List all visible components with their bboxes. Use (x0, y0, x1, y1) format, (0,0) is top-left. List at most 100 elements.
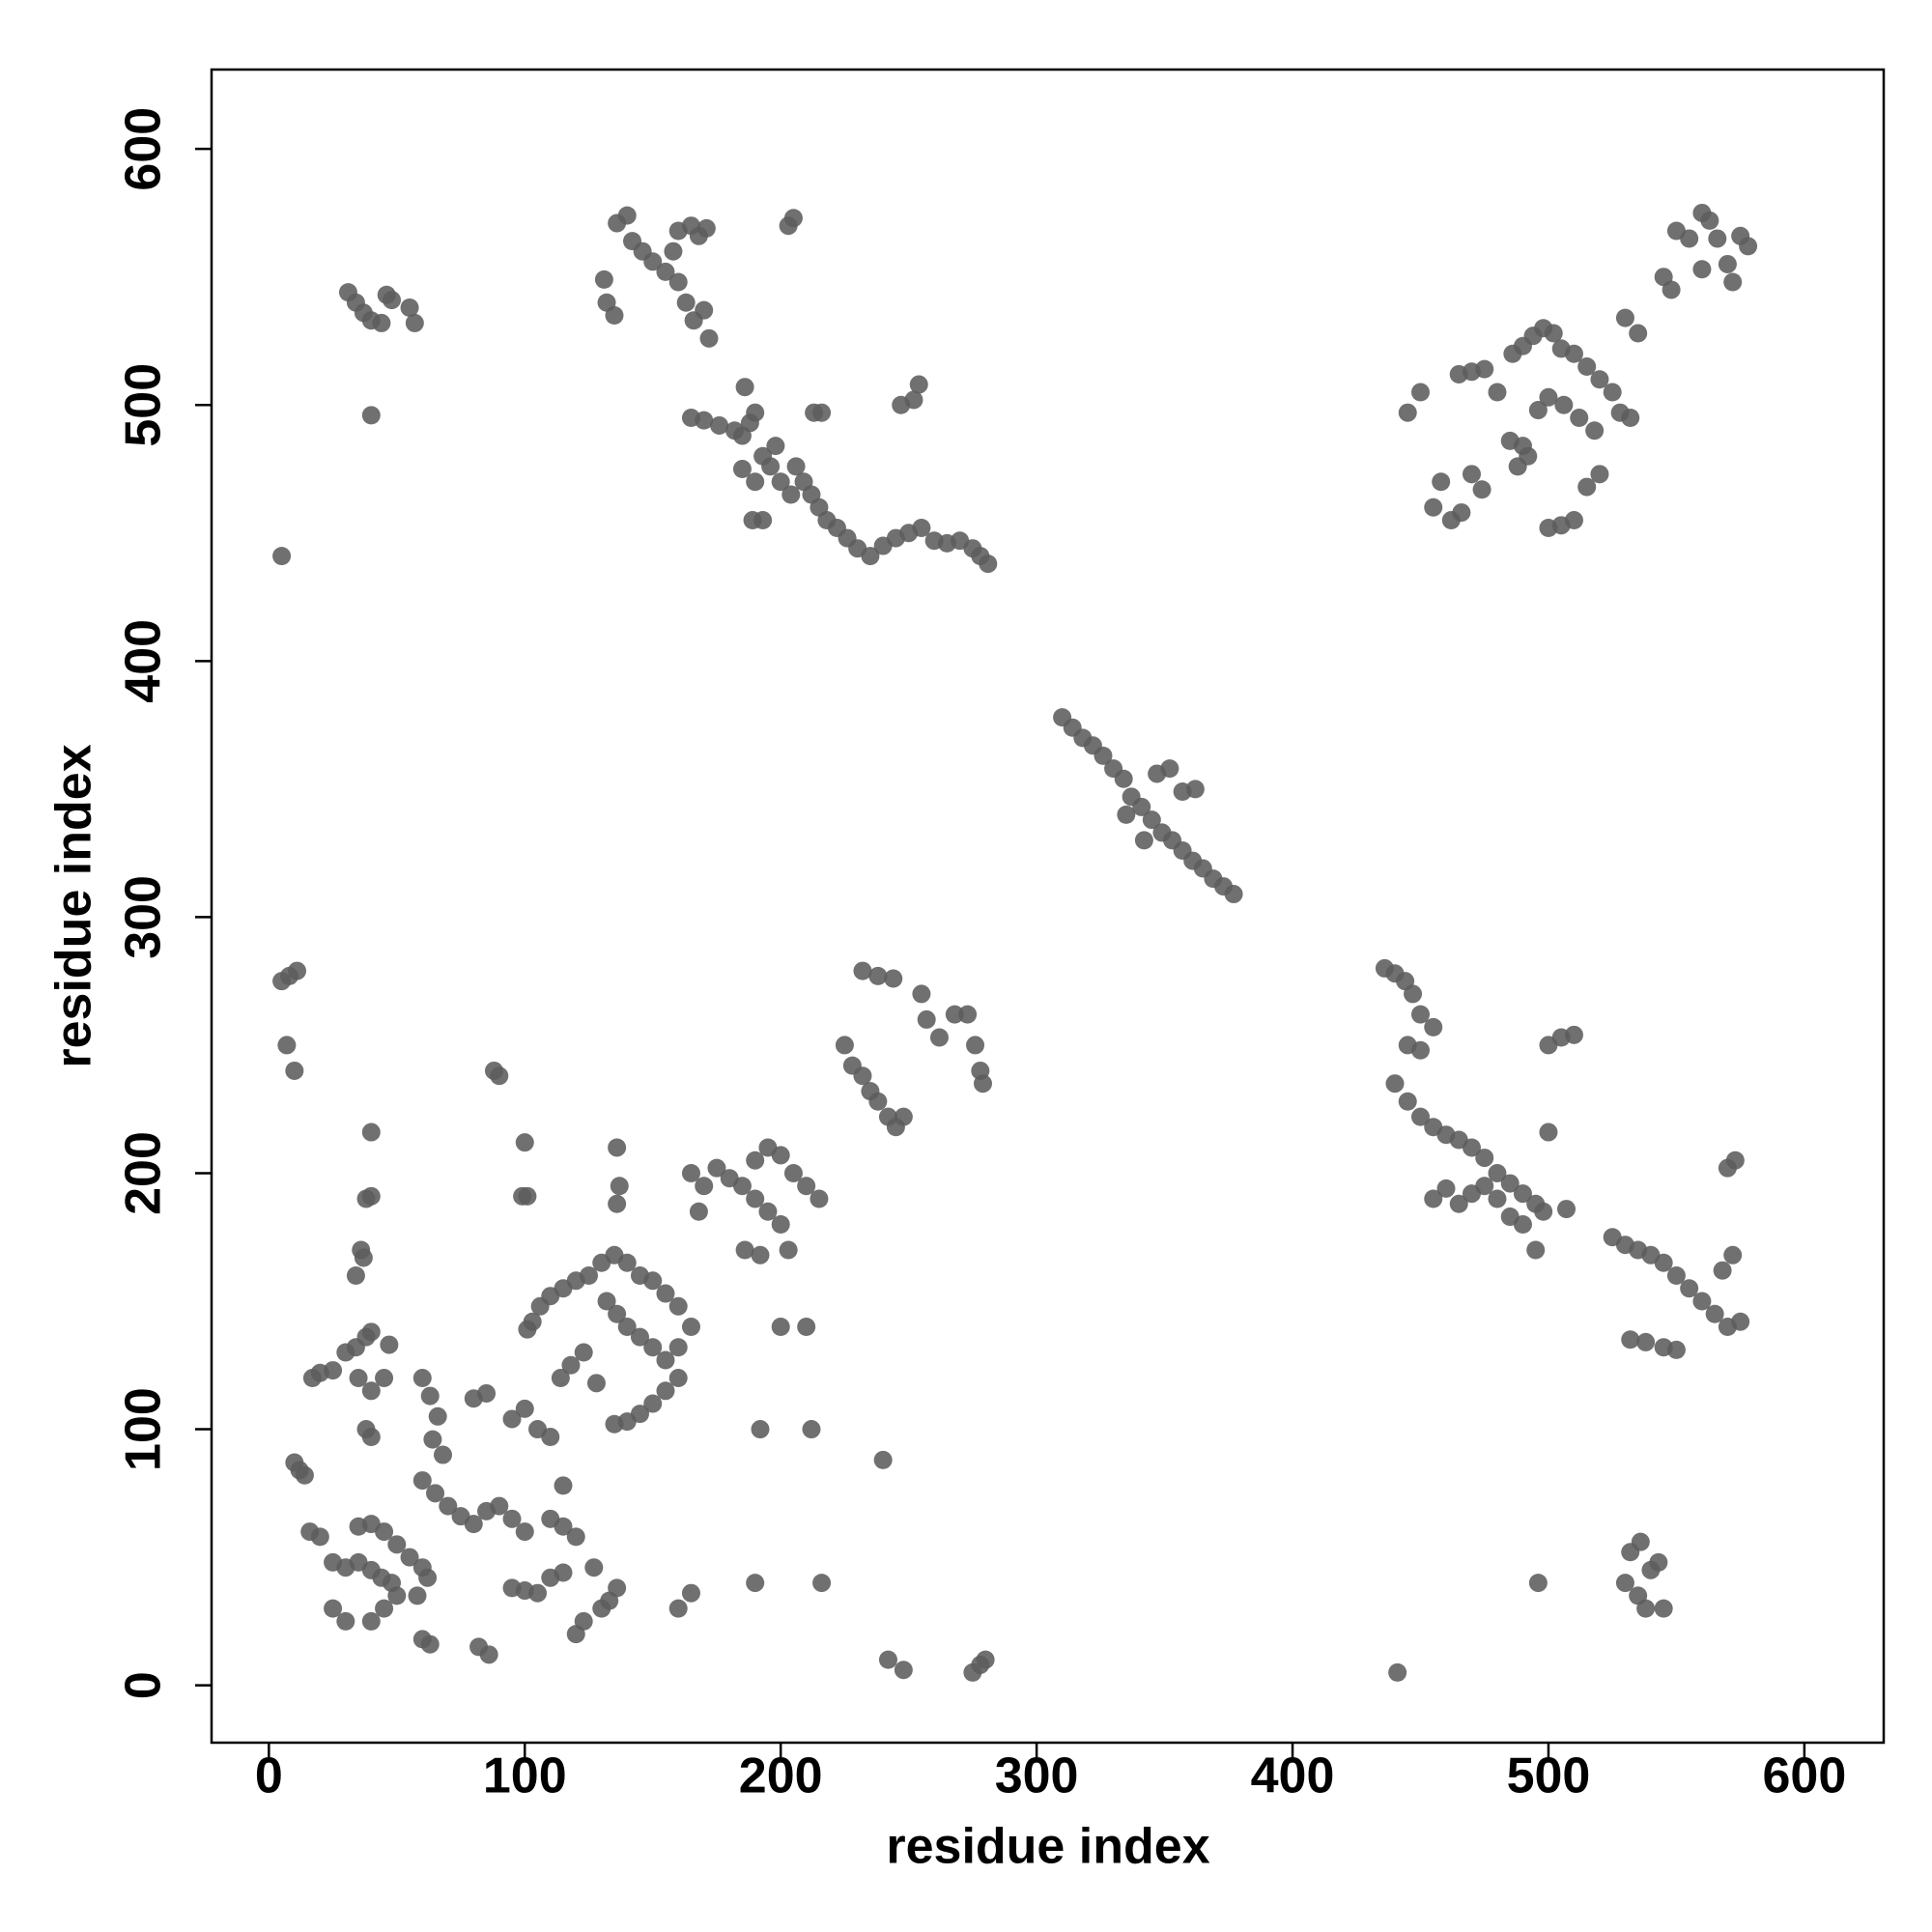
x-tick-label: 500 (1507, 1748, 1591, 1804)
point (554, 1476, 573, 1495)
point (608, 1304, 627, 1323)
point (361, 1611, 381, 1631)
point (324, 1599, 343, 1618)
point (541, 1428, 560, 1447)
point (746, 403, 765, 422)
point (695, 1177, 714, 1196)
point (1185, 780, 1205, 799)
point (349, 1369, 368, 1388)
x-tick-label: 400 (1251, 1748, 1335, 1804)
x-tick-label: 600 (1762, 1748, 1846, 1804)
point (594, 270, 613, 289)
point (630, 1405, 649, 1424)
point (783, 1163, 803, 1182)
point (1424, 1189, 1443, 1208)
point (554, 1517, 573, 1536)
point (1475, 359, 1494, 379)
point (1570, 409, 1589, 428)
point (426, 1484, 445, 1503)
point (1500, 1208, 1520, 1227)
point (1577, 356, 1597, 376)
point (1556, 1200, 1576, 1219)
plot-frame (210, 68, 1886, 1745)
point (656, 262, 675, 281)
point (643, 252, 663, 271)
point (295, 1465, 314, 1485)
point (676, 293, 696, 312)
point (375, 1599, 394, 1618)
point (1410, 1040, 1430, 1060)
point (528, 1583, 548, 1603)
point (1680, 229, 1699, 248)
point (668, 272, 688, 292)
point (586, 1374, 606, 1393)
y-tick-label: 100 (116, 1387, 172, 1471)
point (853, 1066, 872, 1086)
point (502, 1509, 522, 1528)
point (1160, 759, 1179, 779)
point (361, 1186, 381, 1206)
x-tick-label: 0 (255, 1748, 283, 1804)
point (1488, 383, 1507, 402)
point (1528, 401, 1548, 420)
point (735, 1240, 754, 1260)
point (418, 1568, 438, 1587)
point (1615, 1574, 1634, 1593)
x-tick-label: 300 (995, 1748, 1079, 1804)
point (1590, 465, 1609, 484)
point (1528, 1574, 1548, 1593)
point (668, 221, 688, 241)
point (668, 1296, 688, 1316)
point (1666, 1266, 1686, 1286)
point (412, 1369, 432, 1388)
point (732, 1177, 752, 1196)
point (361, 406, 381, 425)
point (551, 1369, 570, 1388)
point (1585, 421, 1605, 440)
point (643, 1271, 663, 1291)
point (929, 1028, 949, 1047)
point (377, 285, 396, 304)
point (1636, 1599, 1656, 1618)
y-tick-label: 600 (116, 107, 172, 191)
point (1692, 1292, 1712, 1311)
point (735, 378, 754, 397)
point (1132, 797, 1151, 816)
point (812, 1574, 832, 1593)
point (608, 1138, 627, 1157)
point (566, 1527, 585, 1547)
point (746, 1151, 765, 1170)
point (1739, 237, 1758, 256)
point (380, 1335, 399, 1354)
point (912, 984, 931, 1004)
point (1117, 805, 1136, 824)
point (423, 1430, 442, 1449)
point (630, 1327, 649, 1347)
point (681, 1163, 700, 1182)
point (617, 206, 637, 225)
point (861, 547, 880, 566)
point (783, 209, 803, 228)
point (868, 966, 888, 985)
point (894, 1107, 913, 1126)
point (797, 1318, 816, 1337)
point (405, 313, 424, 332)
point (477, 1383, 497, 1403)
point (1539, 387, 1558, 407)
point (287, 961, 306, 980)
point (408, 1586, 427, 1605)
point (361, 1122, 381, 1142)
point (1603, 383, 1622, 402)
point (439, 1496, 458, 1516)
point (1564, 511, 1583, 530)
point (976, 1650, 995, 1669)
point (1649, 1552, 1668, 1572)
point (753, 511, 773, 530)
point (479, 1645, 498, 1664)
y-tick-label: 300 (116, 875, 172, 959)
point (1462, 1138, 1481, 1157)
x-axis-title: residue index (886, 1819, 1209, 1875)
point (643, 1394, 663, 1413)
point (1692, 260, 1712, 279)
point (1472, 480, 1492, 499)
